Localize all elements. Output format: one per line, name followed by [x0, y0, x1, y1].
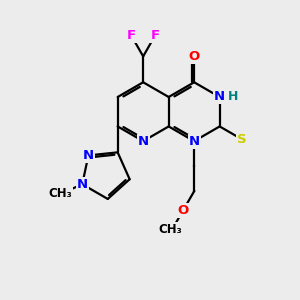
Text: S: S — [237, 133, 247, 146]
Text: F: F — [150, 29, 160, 42]
Text: N: N — [189, 135, 200, 148]
Text: CH₃: CH₃ — [159, 223, 182, 236]
Text: H: H — [228, 91, 238, 103]
Text: N: N — [83, 149, 94, 162]
Text: N: N — [138, 135, 149, 148]
Text: O: O — [178, 204, 189, 217]
Text: N: N — [214, 91, 225, 103]
Text: O: O — [188, 50, 200, 63]
Text: CH₃: CH₃ — [49, 187, 73, 200]
Text: N: N — [77, 178, 88, 191]
Text: F: F — [127, 29, 136, 42]
